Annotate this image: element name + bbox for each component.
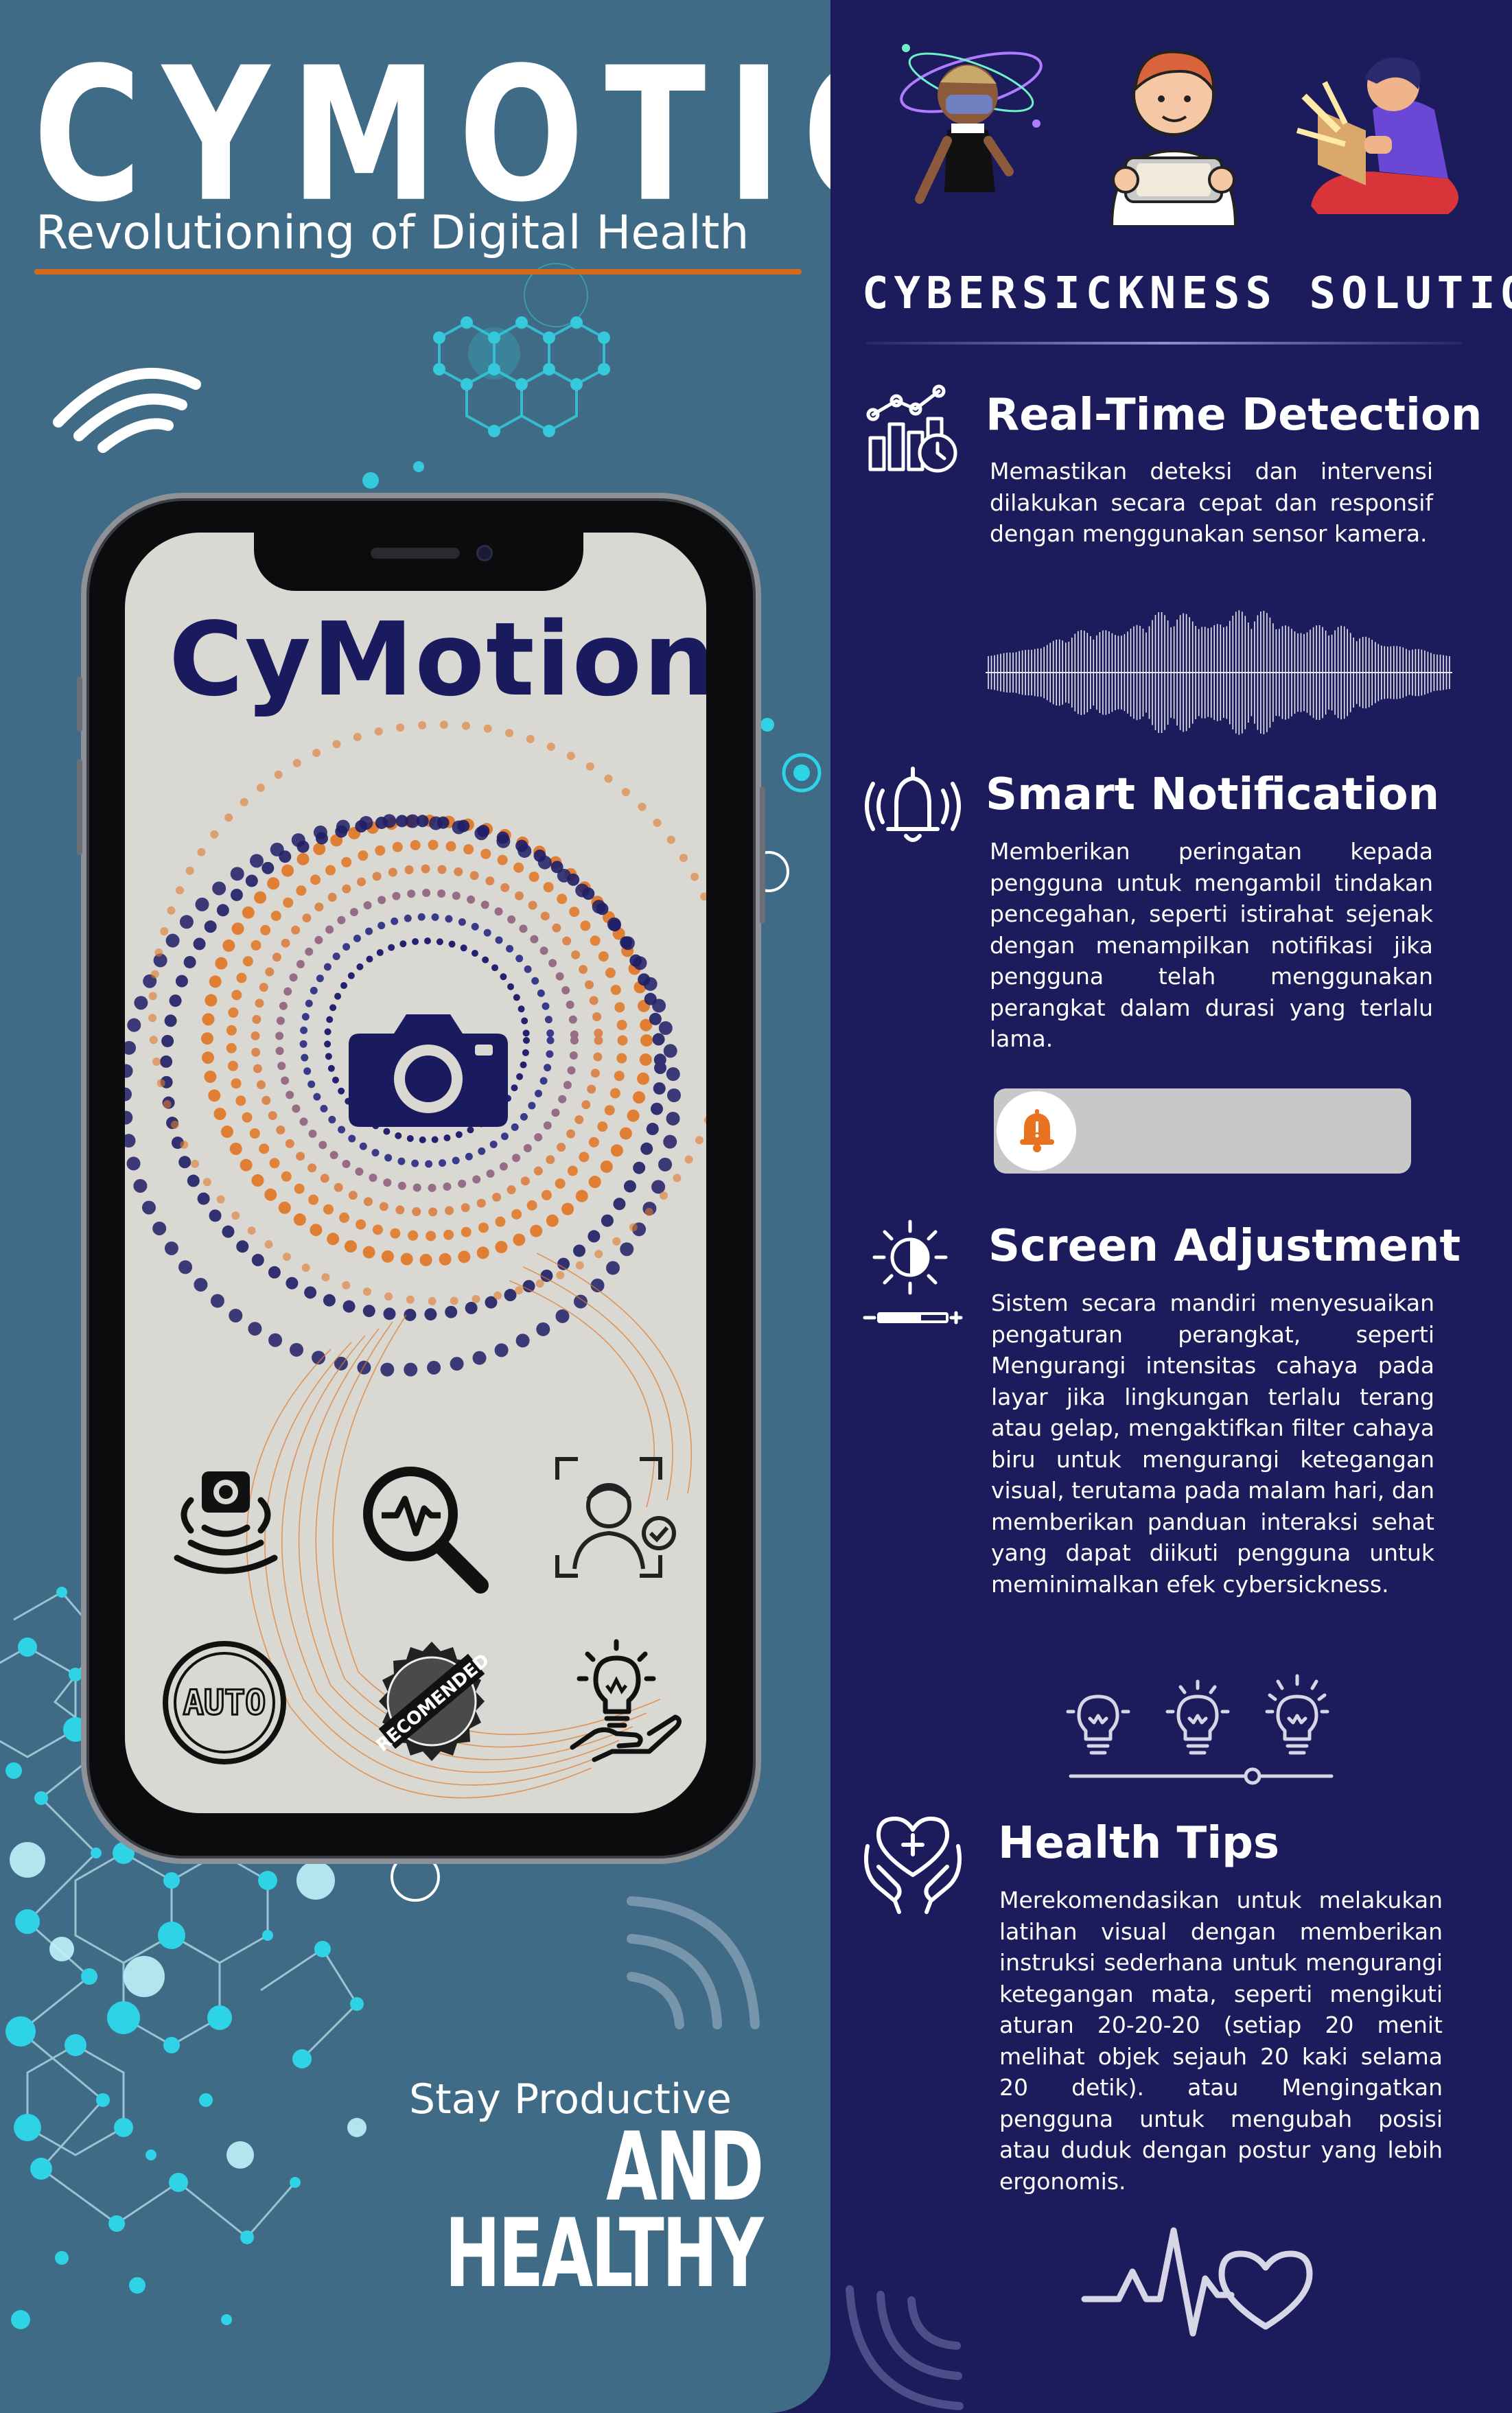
feature-title-screen-adjustment: Screen Adjustment: [988, 1221, 1461, 1272]
ringing-bell-icon: [865, 767, 961, 842]
lightbulb-hand-icon[interactable]: [567, 1637, 684, 1768]
slogan-line-3: HEALTHY: [445, 2198, 765, 2309]
halftone-spiral-art: [125, 721, 706, 1799]
signal-waves-icon: [846, 2285, 964, 2410]
left-panel: CYMOTION Revolutioning of Digital Health: [0, 0, 830, 2413]
feature-title-real-time-detection: Real-Time Detection: [986, 390, 1482, 441]
front-camera: [476, 545, 493, 561]
feature-body-real-time-detection: Memastikan deteksi dan intervensi dilaku…: [990, 458, 1433, 547]
brightness-levels-icon: [1066, 1674, 1334, 1785]
heartbeat-heart-icon: [1081, 2227, 1313, 2337]
hexagon-network-decoration: [362, 263, 610, 489]
feature-body-health-tips: Merekomendasikan untuk melakukan latihan…: [999, 1887, 1443, 2195]
phone-side-button: [760, 786, 765, 924]
signal-waves-icon: [627, 1896, 760, 2029]
notification-toggle[interactable]: [994, 1088, 1411, 1174]
right-panel: [830, 0, 1512, 2413]
camera-icon[interactable]: [346, 1006, 511, 1130]
app-name: CyMotion: [169, 601, 706, 719]
feature-body-screen-adjustment: Sistem secara mandiri menyesuaikan penga…: [991, 1290, 1434, 1598]
tagline: Revolutioning of Digital Health: [36, 206, 749, 260]
phone-screen: CyMotion: [125, 533, 706, 1813]
wifi-icon: [53, 367, 201, 453]
pulse-search-icon[interactable]: [356, 1459, 493, 1596]
heart-hands-icon: [864, 1817, 962, 1914]
auto-label: AUTO: [183, 1683, 266, 1723]
dot-cluster-decoration: [748, 718, 822, 892]
section-divider: [866, 342, 1462, 345]
section-title: CYBERSICKNESS SOLUTION: [862, 268, 1512, 319]
slogan-line-2: AND: [605, 2112, 764, 2222]
recommended-stamp-icon[interactable]: RECOMENDED: [367, 1637, 497, 1768]
mobile-gamer-illustration: [1110, 50, 1237, 226]
face-scan-sensor-icon[interactable]: [163, 1459, 287, 1583]
feature-body-smart-notification: Memberikan peringatan kepada pengguna un…: [990, 838, 1433, 1052]
auto-badge-icon[interactable]: AUTO: [159, 1637, 290, 1768]
tagline-underline: [34, 269, 802, 275]
brightness-icon: [863, 1220, 963, 1325]
vr-headset-person-illustration: [900, 44, 1043, 204]
face-recognition-check-icon[interactable]: [550, 1452, 681, 1583]
phone-mockup: CyMotion: [77, 493, 765, 1864]
toggle-knob[interactable]: [997, 1091, 1076, 1171]
bell-alert-icon: [1020, 1109, 1054, 1152]
sound-wave-icon: [986, 610, 1452, 735]
feature-title-health-tips: Health Tips: [998, 1818, 1280, 1869]
laptop-user-illustration: [1296, 57, 1458, 214]
brand-title: CYMOTION: [33, 27, 830, 243]
analytics-clock-icon: [866, 384, 957, 473]
feature-title-smart-notification: Smart Notification: [986, 769, 1440, 820]
phone-side-button: [77, 677, 82, 732]
phone-side-button: [77, 759, 82, 855]
molecule-network-decoration: [0, 1587, 367, 2329]
phone-notch: [254, 533, 583, 591]
slogan-line-1: Stay Productive: [409, 2075, 732, 2123]
phone-speaker: [371, 548, 460, 559]
